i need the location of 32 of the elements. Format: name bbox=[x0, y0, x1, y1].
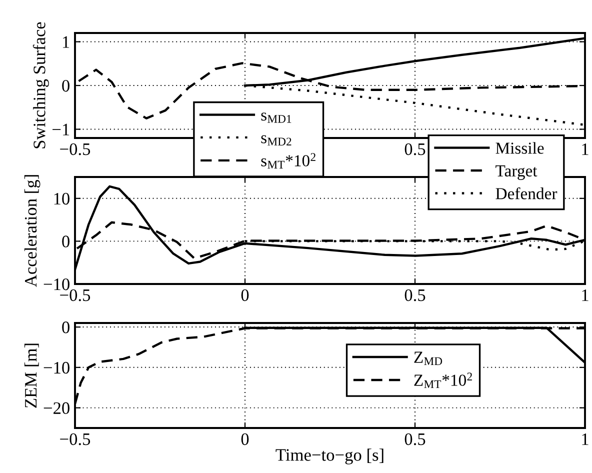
y-tick-label: −10 bbox=[44, 362, 70, 374]
legend-label: Z$_{MD}$ bbox=[414, 352, 442, 366]
legend-label: Z$_{MT}$*10$^{2}$ bbox=[414, 372, 472, 388]
legend-label: Defender bbox=[496, 187, 558, 200]
x-tick-label: 0.5 bbox=[404, 433, 426, 446]
y-tick-label: 0 bbox=[62, 322, 70, 334]
x-tick-label: 0.5 bbox=[404, 289, 426, 302]
y-tick-label: −10 bbox=[44, 278, 70, 290]
y-axis-title: ZEM [m] bbox=[24, 344, 39, 408]
legend-label: s$_{MD1}$ bbox=[261, 112, 292, 123]
legend-label: s$_{MD2}$ bbox=[261, 135, 292, 146]
y-axis-title: Switching Surface bbox=[32, 22, 49, 148]
x-tick-label: 1 bbox=[582, 289, 588, 301]
x-tick-label: −0.5 bbox=[60, 143, 90, 156]
y-tick-label: 10 bbox=[54, 192, 70, 205]
x-tick-label: 0 bbox=[241, 433, 249, 446]
y-tick-label: 0 bbox=[62, 236, 70, 248]
x-axis-title: Time−to−go [s] bbox=[276, 448, 384, 464]
y-tick-label: −1 bbox=[52, 124, 70, 136]
y-tick-label: 1 bbox=[62, 36, 70, 48]
x-tick-label: 1 bbox=[582, 143, 588, 155]
y-axis-title: Acceleration [g] bbox=[24, 175, 40, 287]
legend-label: Target bbox=[496, 165, 538, 180]
legend-label: s$_{MT}$*10$^{2}$ bbox=[261, 153, 316, 168]
y-tick-label: −20 bbox=[44, 402, 70, 414]
x-tick-label: 0.5 bbox=[404, 143, 426, 156]
x-tick-label: −0.5 bbox=[60, 289, 90, 302]
y-tick-label: 0 bbox=[62, 80, 70, 92]
x-tick-label: 1 bbox=[582, 433, 588, 445]
legend-label: Missile bbox=[496, 142, 544, 154]
x-tick-label: 0 bbox=[241, 289, 249, 302]
x-tick-label: −0.5 bbox=[60, 433, 90, 446]
